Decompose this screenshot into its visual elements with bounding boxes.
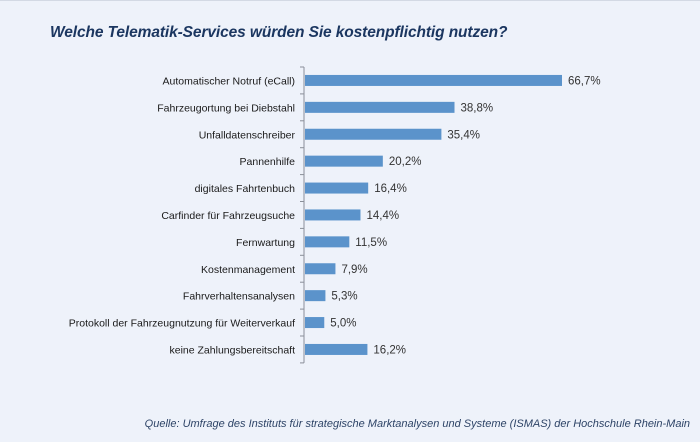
value-label: 20,2% xyxy=(389,156,422,168)
category-label: Fahrzeugortung bei Diebstahl xyxy=(157,102,295,114)
bar xyxy=(305,101,455,113)
bar xyxy=(305,263,336,275)
y-axis xyxy=(300,66,305,364)
category-label: digitales Fahrtenbuch xyxy=(195,183,296,195)
category-label: Kostenmanagement xyxy=(201,264,295,276)
bar-row: Unfalldatenschreiber 35,4% xyxy=(199,128,480,141)
bar-row: Carfinder für Fahrzeugsuche 14,4% xyxy=(161,209,399,222)
bar-row: Pannenhilfe 20,2% xyxy=(240,155,422,168)
bar xyxy=(305,317,325,329)
bar xyxy=(305,182,369,194)
bar-row: Kostenmanagement 7,9% xyxy=(201,263,368,276)
value-label: 14,4% xyxy=(366,210,399,222)
category-label: Fernwartung xyxy=(236,237,295,249)
value-label: 66,7% xyxy=(568,75,601,87)
bar xyxy=(305,209,361,221)
value-label: 5,0% xyxy=(330,318,356,330)
chart-title: Welche Telematik-Services würden Sie kos… xyxy=(50,24,508,41)
value-label: 38,8% xyxy=(460,102,493,114)
bar xyxy=(305,155,383,167)
category-label: Automatischer Notruf (eCall) xyxy=(163,75,295,87)
value-label: 5,3% xyxy=(331,291,357,303)
bar-row: Fernwartung 11,5% xyxy=(236,236,387,249)
value-label: 11,5% xyxy=(355,237,387,249)
bar xyxy=(305,343,368,355)
bar-row: Fahrzeugortung bei Diebstahl 38,8% xyxy=(157,101,493,114)
value-label: 16,2% xyxy=(373,344,406,356)
category-label: Pannenhilfe xyxy=(240,156,296,168)
bar xyxy=(305,236,350,248)
bar xyxy=(305,128,442,140)
category-label: Carfinder für Fahrzeugsuche xyxy=(161,210,295,222)
bar xyxy=(305,290,326,302)
bar-row: Automatischer Notruf (eCall) 66,7% xyxy=(163,74,601,87)
category-label: Protokoll der Fahrzeugnutzung für Weiter… xyxy=(69,318,295,330)
bar-row: keine Zahlungsbereitschaft 16,2% xyxy=(170,343,406,356)
top-border xyxy=(0,0,700,1)
bar-row: Fahrverhaltensanalysen 5,3% xyxy=(183,290,358,303)
bar xyxy=(305,74,562,86)
bars-group: Automatischer Notruf (eCall) 66,7% Fahrzeu… xyxy=(69,74,601,356)
source-note: Quelle: Umfrage des Instituts für strate… xyxy=(144,418,690,430)
category-label: keine Zahlungsbereitschaft xyxy=(170,344,296,356)
value-label: 35,4% xyxy=(447,129,480,141)
category-label: Unfalldatenschreiber xyxy=(199,129,296,141)
bar-row: digitales Fahrtenbuch 16,4% xyxy=(195,182,407,195)
bar-row: Protokoll der Fahrzeugnutzung für Weiter… xyxy=(69,317,356,330)
value-label: 7,9% xyxy=(341,264,367,276)
value-label: 16,4% xyxy=(374,183,407,195)
category-label: Fahrverhaltensanalysen xyxy=(183,291,295,303)
